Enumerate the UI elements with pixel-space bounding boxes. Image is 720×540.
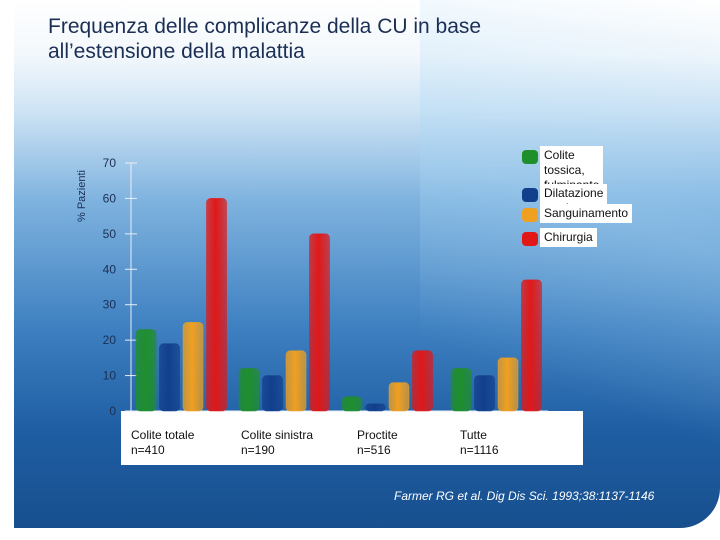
category-label-1: Colite sinistra n=190 [241,428,313,457]
bar-s3-c0 [206,198,227,412]
citation: Farmer RG et al. Dig Dis Sci. 1993;38:11… [394,489,655,503]
legend-label-chirurgia: Chirurgia [540,228,597,247]
y-tick-label-70: 70 [103,156,117,170]
bar-s0-c1 [238,368,260,412]
legend-swatch-chirurgia [522,232,538,246]
y-tick-label-30: 30 [103,298,117,312]
bar-s1-c0 [159,343,180,412]
category-label-2: Proctite n=516 [357,428,398,457]
y-tick-label-60: 60 [103,191,117,205]
bar-s3-c1 [309,233,330,412]
bar-s2-c1 [285,350,307,412]
bar-s3-c3 [521,279,542,412]
chart-legend: Colite tossica, fulminante o severa Dila… [522,146,682,266]
bar-s2-c0 [182,322,204,412]
category-label-3: Tutte n=1116 [460,428,499,457]
legend-swatch-colite-tossica [522,150,538,164]
bar-s0-c2 [341,396,363,412]
slide-title: Frequenza delle complicanze della CU in … [48,15,482,63]
y-tick-label-20: 20 [103,333,117,347]
legend-label-sanguinamento: Sanguinamento [540,204,633,223]
y-tick-label-10: 10 [103,369,117,383]
bar-s0-c3 [450,368,472,412]
bar-s3-c2 [412,350,433,412]
bar-s2-c3 [497,357,519,412]
bar-s1-c1 [262,375,283,412]
legend-swatch-sanguinamento [522,208,538,222]
legend-swatch-dilatazione [522,188,538,202]
category-label-0: Colite totale n=410 [131,428,195,457]
y-tick-label-40: 40 [103,262,117,276]
bar-s2-c2 [388,382,410,412]
category-label-panel [121,411,583,465]
y-tick-label-50: 50 [103,227,117,241]
bar-s1-c3 [474,375,495,412]
y-tick-label-0: 0 [109,404,116,418]
bar-s0-c0 [135,329,157,412]
bar-s1-c2 [365,403,386,412]
